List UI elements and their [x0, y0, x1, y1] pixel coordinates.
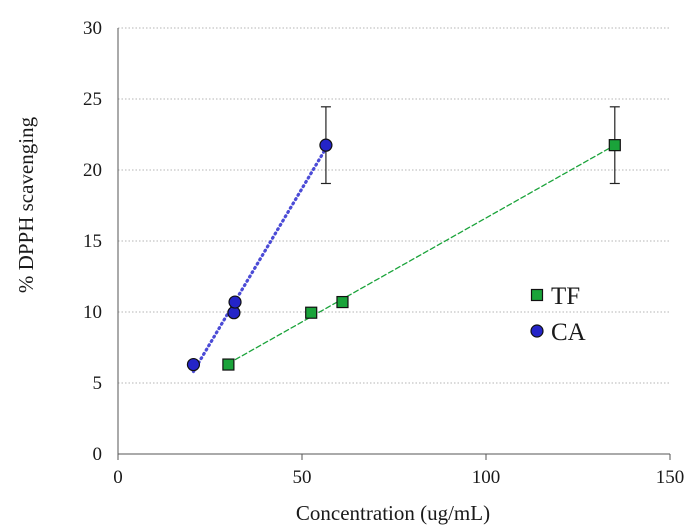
point-tf	[608, 139, 621, 152]
x-tick-label: 0	[113, 467, 123, 488]
legend-label-tf: TF	[551, 283, 580, 310]
y-tick-label: 10	[83, 302, 102, 323]
error-bar-layer	[320, 106, 620, 185]
point-tf	[336, 295, 349, 309]
legend: TF CA	[530, 283, 586, 346]
trendline-tf	[227, 144, 616, 365]
grid-layer	[118, 27, 670, 384]
y-tick-label: 20	[83, 160, 102, 181]
y-tick-label: 15	[83, 231, 102, 252]
y-tick-label: 30	[83, 18, 102, 39]
legend-marker-ca	[530, 324, 544, 338]
legend-label-ca: CA	[551, 319, 586, 346]
x-tick-label: 100	[472, 467, 501, 488]
point-layer	[186, 138, 621, 372]
trendline-ca	[191, 146, 328, 374]
point-ca	[319, 138, 333, 152]
trendline-layer	[191, 144, 616, 374]
legend-marker-tf	[530, 288, 544, 302]
point-ca	[186, 357, 201, 372]
point-tf	[222, 358, 235, 371]
y-tick-label: 5	[93, 373, 103, 394]
x-tick-label: 150	[656, 467, 685, 488]
y-tick-label: 0	[93, 444, 103, 465]
point-ca	[228, 295, 242, 309]
axis-layer: 0 5 10 15 20 25 30 0 50 100 150	[83, 18, 684, 488]
point-tf	[305, 306, 318, 319]
x-axis-title: Concentration (ug/mL)	[296, 501, 490, 525]
y-axis-title: % DPPH scavenging	[14, 116, 38, 293]
x-tick-label: 50	[293, 467, 312, 488]
y-tick-label: 25	[83, 89, 102, 110]
